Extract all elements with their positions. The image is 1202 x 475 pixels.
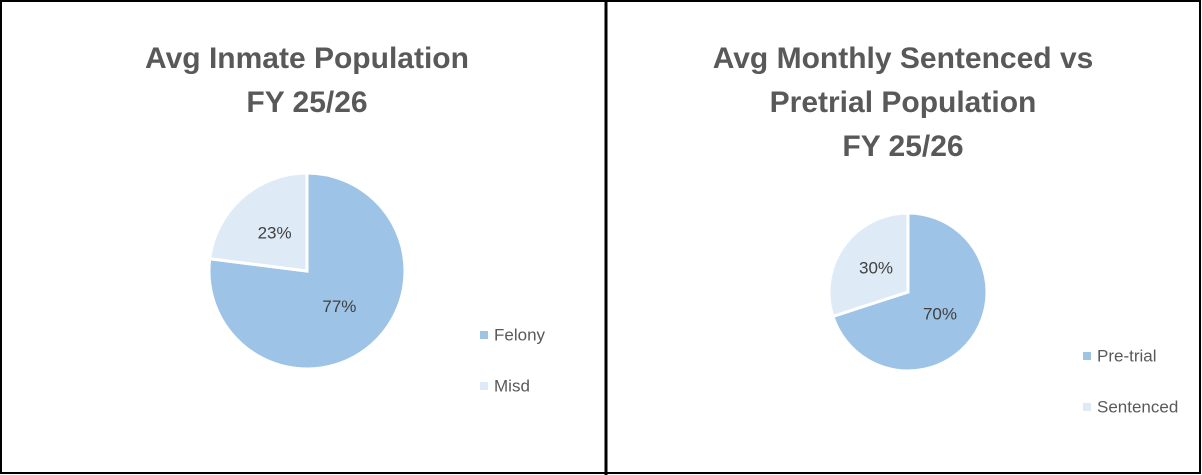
pie-slice xyxy=(830,211,989,373)
legend-label: Felony xyxy=(494,325,546,344)
pie-slice xyxy=(208,171,309,273)
chart-title: FY 25/26 xyxy=(246,86,367,119)
legend-label: Pre-trial xyxy=(1097,346,1157,365)
legend-label: Sentenced xyxy=(1097,397,1178,416)
data-label: 77% xyxy=(322,297,356,316)
legend-label: Misd xyxy=(494,376,530,395)
legend-swatch xyxy=(1083,352,1091,360)
pie-slice xyxy=(827,211,910,319)
chart-title: Avg Monthly Sentenced vs xyxy=(713,42,1094,75)
legend-swatch xyxy=(480,382,488,390)
chart-title: Pretrial Population xyxy=(770,86,1037,119)
data-label: 30% xyxy=(859,258,893,277)
legend-swatch xyxy=(1083,403,1091,411)
data-label: 23% xyxy=(258,224,292,243)
chart-title: FY 25/26 xyxy=(842,130,963,163)
chart-title: Avg Inmate Population xyxy=(145,42,469,75)
legend-swatch xyxy=(480,331,488,339)
data-label: 70% xyxy=(923,305,957,324)
